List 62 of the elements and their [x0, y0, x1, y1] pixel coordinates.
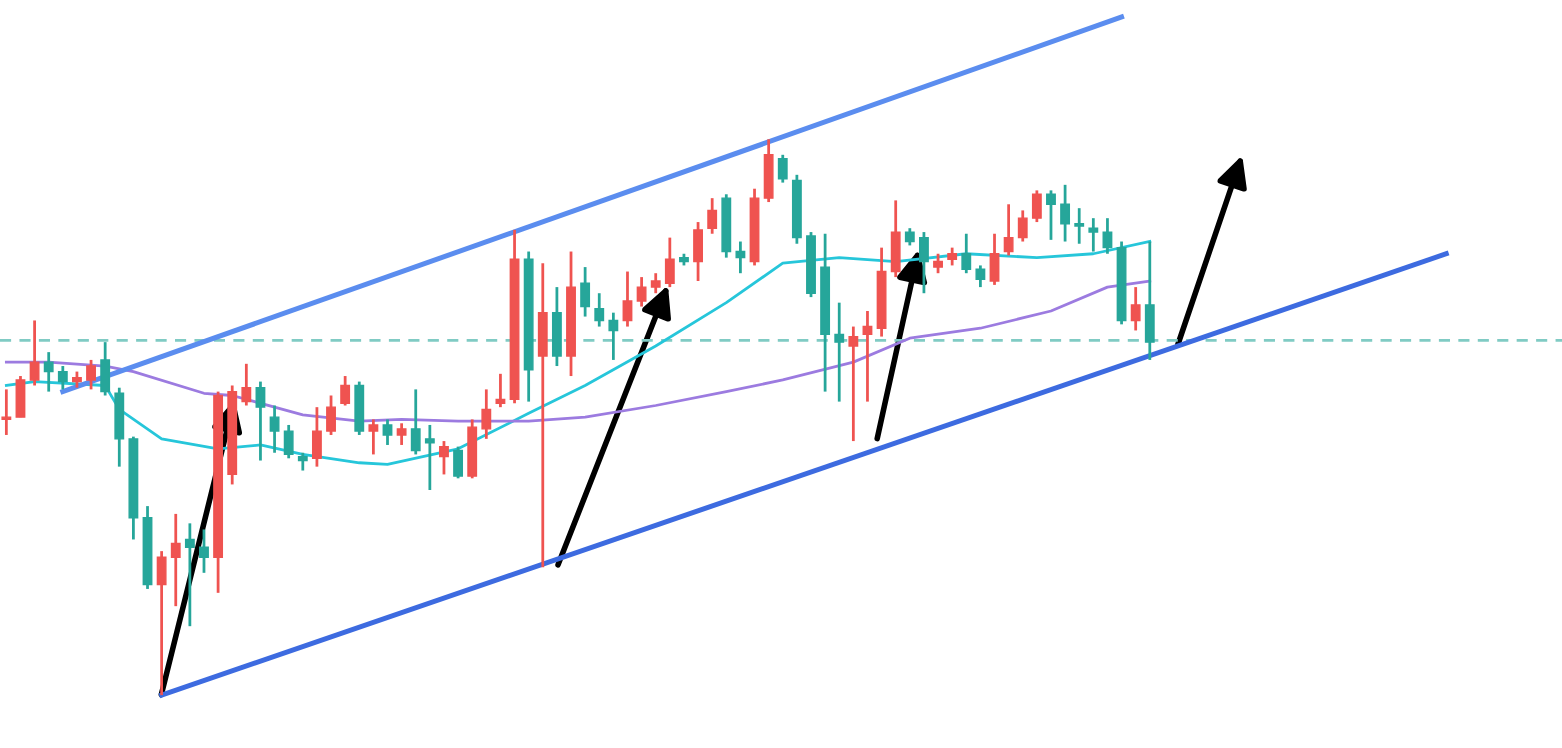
candlestick — [1144, 240, 1155, 362]
candlestick — [707, 196, 718, 236]
candlestick — [1017, 209, 1028, 243]
candlestick — [890, 199, 901, 279]
candlestick — [424, 423, 435, 492]
candlestick — [608, 311, 619, 362]
candlestick — [15, 374, 26, 419]
candlestick — [862, 309, 873, 403]
candlestick — [650, 271, 661, 295]
candlestick — [735, 240, 746, 275]
candlestick — [170, 512, 181, 608]
candlestick — [382, 418, 393, 447]
candlestick — [340, 374, 351, 407]
candlestick — [919, 230, 929, 295]
candlestick — [439, 439, 449, 476]
candlestick — [410, 387, 421, 456]
candlestick — [114, 386, 125, 469]
candlestick — [57, 364, 68, 391]
candlestick — [1074, 206, 1085, 246]
candlestick — [368, 418, 379, 456]
candlestick — [989, 232, 1000, 287]
candlestick — [1003, 202, 1014, 257]
candlestick — [975, 264, 986, 289]
candlestick — [156, 549, 167, 697]
candlestick — [1060, 183, 1071, 243]
candlestick — [1130, 285, 1141, 332]
candlestick — [763, 137, 774, 204]
candlestick — [495, 372, 506, 409]
candlestick — [1046, 188, 1056, 242]
candlestick — [86, 358, 96, 391]
candlestick — [481, 387, 492, 441]
candlestick — [255, 380, 266, 462]
candlestick — [241, 362, 252, 407]
candlestick — [453, 445, 464, 480]
candlestick — [537, 261, 548, 569]
candlestick — [961, 232, 972, 275]
candlestick — [594, 291, 605, 328]
candlestick — [396, 421, 407, 447]
candlestick — [551, 285, 562, 368]
candlestick — [199, 528, 209, 575]
candlestick — [311, 405, 322, 469]
candlestick — [283, 423, 294, 460]
candlestick — [1031, 188, 1042, 224]
candlestick — [933, 252, 943, 275]
candlestick — [636, 275, 647, 308]
candlestick — [1102, 216, 1113, 256]
candlestick — [777, 153, 788, 184]
candlestick — [184, 521, 195, 628]
candlestick — [326, 394, 336, 437]
candlestick — [1, 387, 12, 437]
candlestick — [354, 380, 365, 437]
candlestick — [269, 404, 280, 455]
candlestick — [693, 220, 703, 283]
candlestick — [29, 319, 40, 387]
candlestick — [834, 301, 845, 403]
candlestick — [1088, 216, 1099, 253]
candlestick — [622, 270, 633, 328]
candlestick — [100, 340, 111, 397]
candlestick — [43, 350, 54, 393]
candlestick — [848, 325, 859, 443]
candlestick — [664, 236, 675, 289]
candlestick — [580, 265, 591, 318]
